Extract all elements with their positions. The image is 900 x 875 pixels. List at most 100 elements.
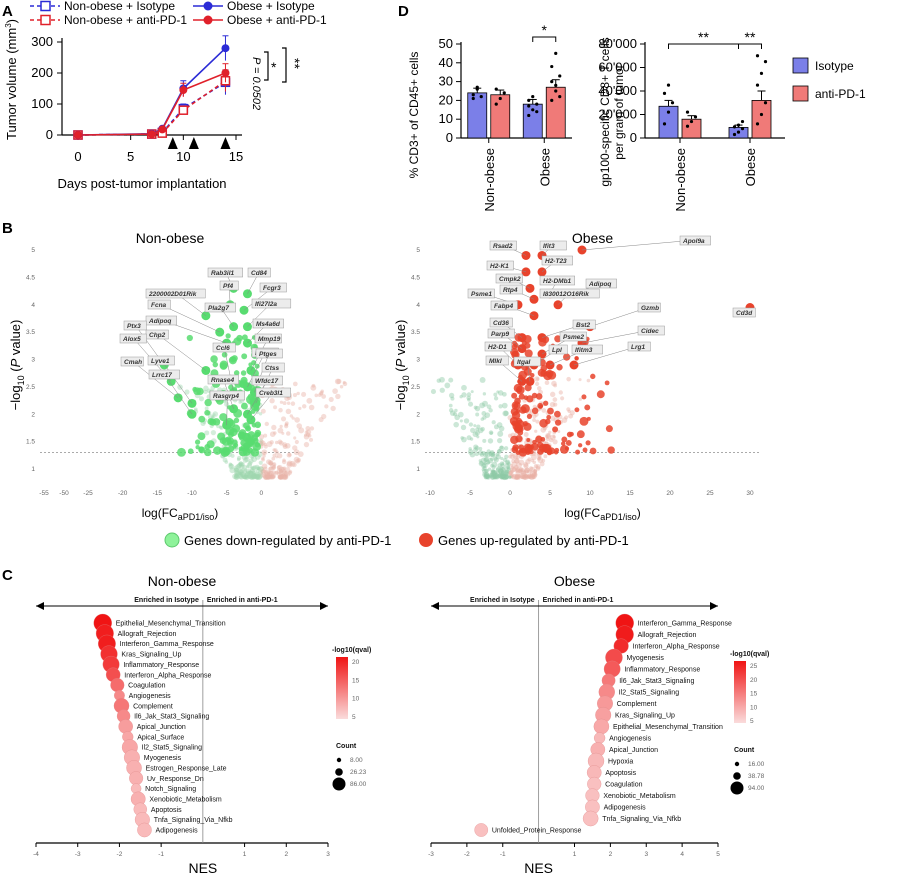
- gene-label: Apol9a: [682, 238, 705, 245]
- volcano-xtick-label: -25: [83, 490, 93, 497]
- volcano-point: [240, 474, 244, 478]
- gsea-xtick-label: -1: [500, 851, 506, 858]
- volcano-point: [543, 454, 548, 459]
- volcano-point: [234, 473, 240, 479]
- volcano-point: [534, 429, 538, 433]
- volcano-sig-point: [204, 448, 212, 457]
- volcano-point: [242, 457, 249, 463]
- volcano-point: [469, 437, 474, 441]
- tumor-xtick-label: 10: [176, 149, 190, 164]
- bar-category-label: Obese: [743, 148, 758, 186]
- bar-point: [763, 60, 768, 64]
- volcano-sig-point: [194, 439, 201, 445]
- tumor-series-line: [77, 80, 226, 136]
- volcano-point: [479, 461, 483, 465]
- volcano-point: [506, 466, 511, 471]
- volcano-point: [212, 411, 219, 417]
- gene-label-box: [490, 300, 518, 311]
- volcano-point: [505, 460, 510, 465]
- volcano-point: [586, 378, 591, 383]
- volcano-point: [454, 408, 458, 413]
- volcano-point: [203, 385, 209, 392]
- volcano-point: [303, 441, 310, 448]
- volcano-point: [245, 475, 249, 479]
- volcano-point: [544, 380, 550, 386]
- volcano-point: [495, 466, 502, 472]
- gene-label-box: [119, 333, 147, 344]
- volcano-point: [485, 474, 491, 480]
- volcano-point: [482, 400, 488, 407]
- tumor-ytick-label: 0: [46, 127, 53, 142]
- gene-label-box: [484, 341, 512, 352]
- tumor-p-value: P = 0.0502: [250, 57, 262, 110]
- bar-ytick-label: 10: [439, 111, 453, 126]
- volcano-point: [528, 466, 534, 471]
- gsea-pathway-label: Inflammatory_Response: [123, 662, 199, 669]
- volcano-sig-point: [512, 421, 522, 431]
- volcano-point: [460, 436, 464, 440]
- volcano-point: [278, 466, 285, 473]
- volcano-point: [490, 453, 496, 458]
- gene-label-box: [637, 325, 665, 336]
- volcano-point: [279, 474, 285, 480]
- volcano-point: [265, 473, 271, 480]
- volcano-point: [484, 474, 489, 479]
- volcano-sig-point: [556, 364, 563, 371]
- volcano-point: [531, 471, 538, 478]
- sig-bracket-2: [282, 47, 287, 83]
- gene-label: Fcgr3: [263, 285, 281, 292]
- volcano-ylabel: −log10 (P value): [8, 320, 26, 411]
- tumor-ylabel: Tumor volume (mm3): [4, 19, 19, 140]
- volcano-point: [281, 431, 285, 435]
- volcano-point: [238, 469, 245, 476]
- volcano-point: [486, 474, 491, 479]
- volcano-point: [296, 457, 302, 463]
- volcano-point: [234, 473, 239, 478]
- gsea-pathway-label: Apical_Junction: [609, 747, 658, 754]
- volcano-point: [234, 467, 240, 473]
- volcano-point: [483, 474, 489, 480]
- volcano-point: [504, 469, 509, 474]
- gsea-pathway-label: Interferon_Alpha_Response: [124, 672, 211, 679]
- gsea-xtick-label: -2: [117, 851, 123, 858]
- volcano-sig-point: [231, 355, 238, 362]
- volcano-point: [277, 471, 282, 477]
- volcano-point: [281, 474, 288, 481]
- volcano-point: [515, 474, 522, 480]
- volcano-point: [514, 474, 520, 480]
- volcano-point: [535, 419, 540, 424]
- volcano-point: [463, 418, 470, 424]
- volcano-sig-point: [195, 445, 200, 450]
- volcano-sig-point: [584, 404, 591, 411]
- volcano-point: [480, 426, 485, 432]
- bar-point: [471, 96, 475, 101]
- legend-marker: [203, 15, 213, 25]
- volcano-point: [523, 462, 529, 468]
- volcano-point: [277, 475, 282, 479]
- gsea-pathway-label: Kras_Signaling_Up: [121, 652, 181, 659]
- volcano-point: [303, 433, 308, 437]
- volcano-point: [251, 456, 257, 463]
- volcano-point: [467, 398, 471, 402]
- volcano-point: [493, 457, 499, 463]
- volcano-point: [509, 474, 514, 479]
- bar-ytick-label: 60'000: [598, 60, 637, 75]
- gene-label: Adipoq: [148, 318, 171, 325]
- volcano-point: [508, 474, 514, 479]
- bar-point: [527, 113, 531, 118]
- volcano-point: [474, 430, 480, 436]
- bar-point: [740, 127, 745, 131]
- volcano-point: [301, 391, 307, 397]
- volcano-sig-point: [544, 418, 551, 425]
- volcano-point: [564, 415, 569, 420]
- gsea-xtick-label: 4: [680, 851, 684, 858]
- volcano-point: [198, 396, 204, 402]
- tumor-ytick-label: 300: [31, 34, 53, 49]
- volcano-point: [277, 474, 283, 480]
- gene-label-box: [261, 362, 285, 373]
- volcano-point: [500, 473, 507, 479]
- volcano-point: [453, 421, 459, 428]
- volcano-point: [482, 438, 487, 443]
- volcano-point: [258, 412, 263, 416]
- volcano-point: [238, 474, 244, 480]
